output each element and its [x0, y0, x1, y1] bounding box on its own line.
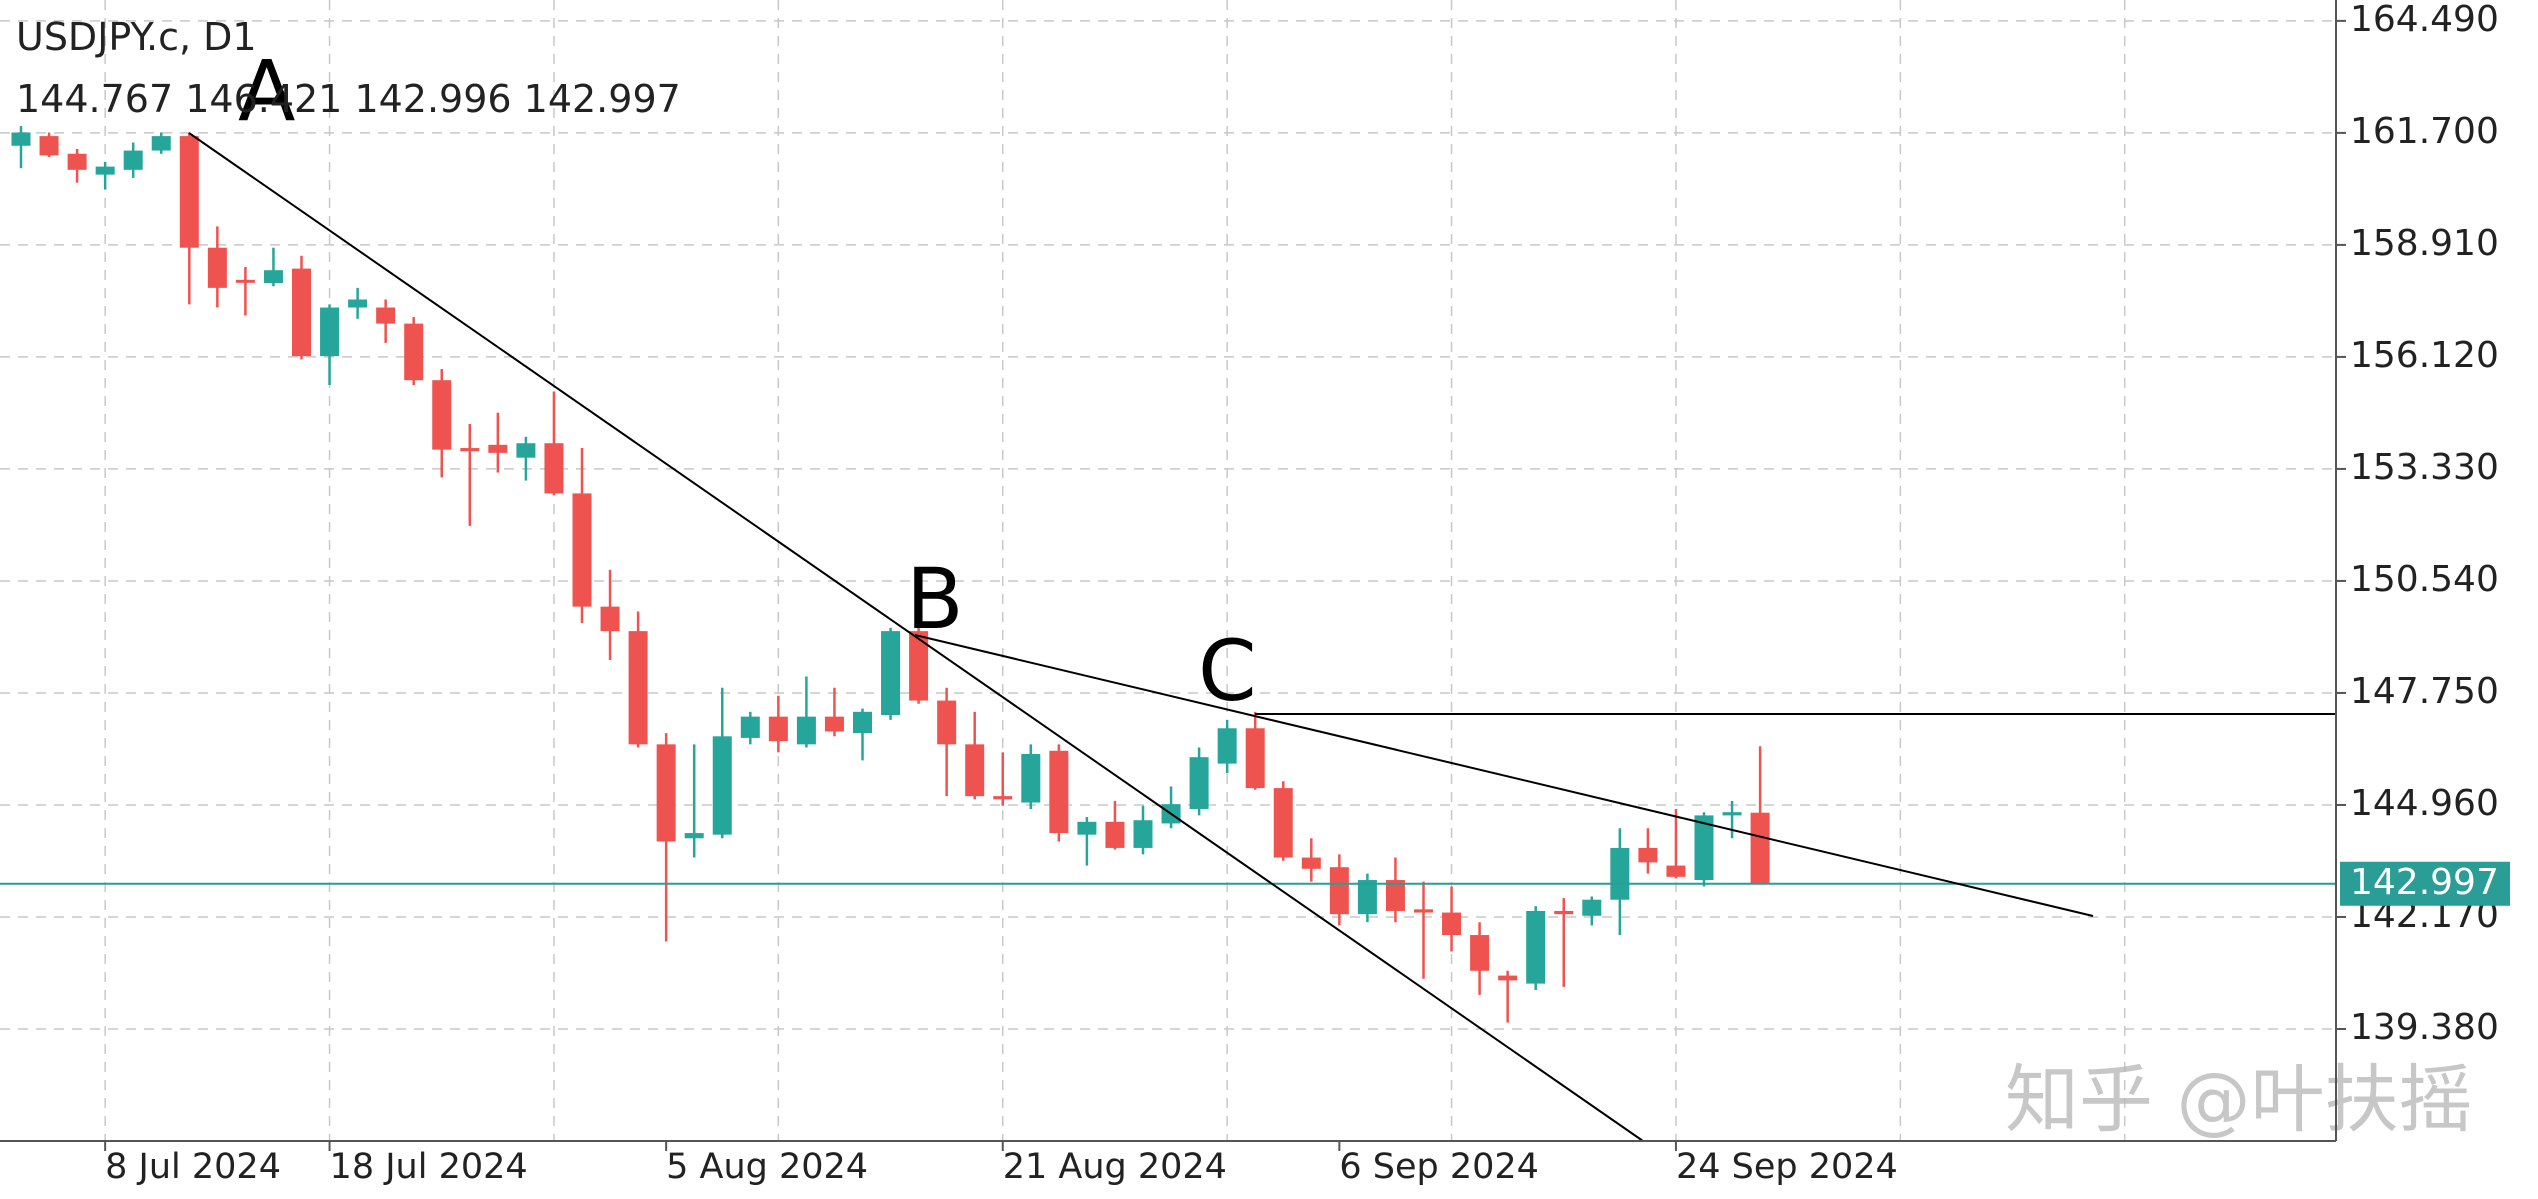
candle-body [39, 136, 59, 156]
candle-body [263, 270, 283, 284]
candle-body [1694, 815, 1714, 881]
candle-body [824, 716, 844, 732]
candle-body [1385, 880, 1405, 911]
candle-body [1582, 899, 1602, 916]
candle-body [1498, 975, 1518, 981]
drawings: A B C [188, 42, 2336, 1142]
candle-body [600, 606, 620, 632]
watermark: 知乎 @叶扶摇 [2005, 1057, 2473, 1143]
candle-body [1105, 821, 1125, 848]
y-tick-label: 164.490 [2350, 0, 2499, 40]
candle-body [11, 132, 31, 146]
y-tick-label: 150.540 [2350, 559, 2499, 600]
candle-body [909, 631, 929, 701]
candle-body [1049, 750, 1069, 834]
x-tick-label: 18 Jul 2024 [330, 1147, 528, 1187]
candle-body [937, 700, 957, 745]
y-tick-label: 153.330 [2350, 447, 2499, 488]
candle-body [1357, 880, 1377, 915]
candle-body [67, 153, 87, 170]
y-tick-label: 139.380 [2350, 1007, 2499, 1048]
candle-body [95, 166, 115, 175]
candle-body [516, 443, 536, 458]
candle-body [1414, 909, 1433, 913]
candle-body [432, 380, 452, 450]
x-tick-label: 8 Jul 2024 [105, 1147, 281, 1187]
candle-body [1021, 753, 1041, 803]
candle-body [151, 136, 171, 151]
y-tick-label: 147.750 [2350, 671, 2499, 712]
annotation-label: C [1198, 622, 1257, 720]
candle-body [320, 307, 340, 357]
candle-body [123, 150, 143, 170]
candle-body [684, 833, 704, 839]
ohlc-label: 144.767 146.421 142.996 142.997 [16, 77, 681, 121]
annotation-label: A [238, 42, 295, 140]
candle-body [1077, 821, 1097, 835]
candle-body [656, 744, 676, 842]
candle-body [376, 307, 396, 324]
candle-body [1442, 912, 1462, 936]
candle-body [544, 443, 564, 494]
candle-body [207, 247, 227, 288]
x-tick-label: 6 Sep 2024 [1339, 1147, 1539, 1187]
current-price-box [2340, 861, 2510, 906]
y-tick-label: 156.120 [2350, 335, 2499, 376]
axes: 164.490 161.700 158.910 156.120 153.330 150.5… [104, 0, 2510, 1187]
trend-line [914, 634, 2094, 917]
candle-body [348, 299, 368, 308]
chart-title: USDJPY.c, D1 [16, 15, 257, 59]
candle-body [853, 711, 872, 734]
candle-body [1610, 847, 1630, 900]
x-tick-label: 5 Aug 2024 [666, 1147, 868, 1187]
candle-body [1554, 910, 1574, 915]
candle-body [881, 631, 901, 716]
candle-body [179, 136, 199, 248]
candle-body [460, 448, 480, 452]
candle-body [740, 716, 760, 738]
candle-body [712, 736, 732, 835]
candle-body [1329, 867, 1349, 915]
candle-body [1217, 728, 1237, 764]
y-tick-label: 158.910 [2350, 223, 2499, 264]
grid [0, 0, 2336, 1141]
candle-body [1245, 728, 1265, 789]
y-tick-label: 144.960 [2350, 783, 2499, 824]
candle-body [235, 279, 255, 283]
candle-body [768, 716, 788, 742]
trend-line [188, 132, 1644, 1142]
y-tick-label: 161.700 [2350, 111, 2499, 152]
candle-body [292, 268, 311, 357]
candle-body [1638, 847, 1658, 863]
annotation-label: B [906, 550, 964, 648]
candle-body [572, 493, 592, 607]
candle-body [1470, 935, 1490, 971]
candle-body [1189, 757, 1209, 809]
candle-body [1750, 812, 1770, 884]
candle-body [965, 744, 985, 797]
candle-body [628, 631, 648, 745]
candle-body [1666, 865, 1686, 877]
candle-body [993, 796, 1013, 800]
candle-body [796, 716, 816, 745]
x-tick-label: 24 Sep 2024 [1676, 1147, 1898, 1187]
candles [0, 126, 2336, 1023]
current-price-label: 142.997 [2350, 862, 2499, 903]
candle-body [1301, 857, 1321, 869]
x-tick-label: 21 Aug 2024 [1003, 1147, 1227, 1187]
candle-body [1273, 788, 1293, 858]
candle-body [404, 323, 424, 381]
candle-body [488, 444, 508, 453]
candle-body [1722, 812, 1742, 816]
candle-body [1526, 910, 1546, 984]
candle-body [1133, 820, 1153, 848]
